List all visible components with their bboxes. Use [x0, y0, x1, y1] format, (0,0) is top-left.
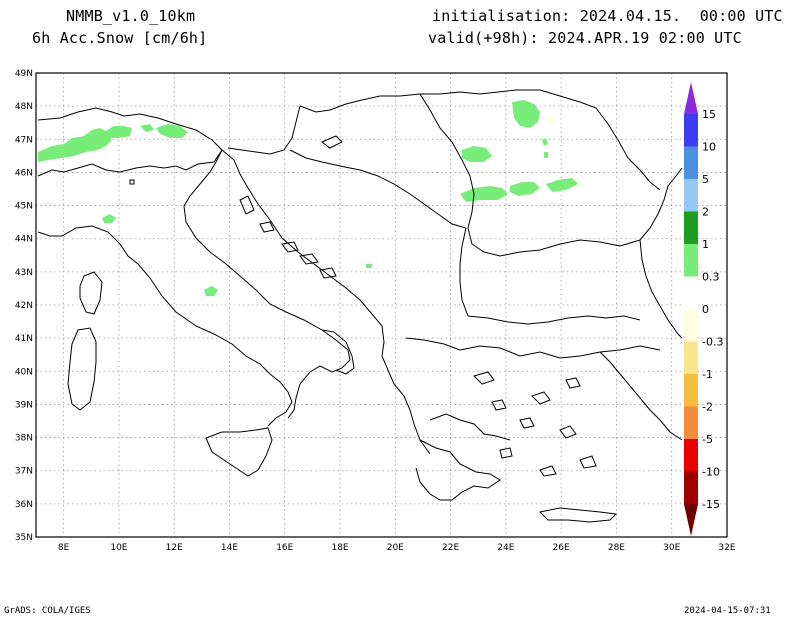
colorbar-label: 2	[702, 206, 709, 219]
snow-patch-alps-west	[38, 128, 112, 162]
colorbar: 15 10 5 2 1 0.3 0 -0.3 -1 -2 -5 -10 -15	[684, 82, 723, 536]
snow-patch-carpathians-south1	[460, 186, 508, 202]
map-frame	[35, 72, 728, 538]
lon-tick-label: 20E	[387, 543, 404, 553]
lon-tick-label: 16E	[276, 543, 293, 553]
colorbar-label: -1	[702, 368, 713, 381]
colorbar-segment	[684, 341, 698, 374]
colorbar-top-arrow	[684, 82, 698, 114]
colorbar-segment	[684, 244, 698, 277]
lat-tick-label: 49N	[15, 69, 33, 79]
snow-patch-corsica	[102, 214, 116, 223]
lat-tick-label: 35N	[15, 533, 33, 543]
colorbar-label: -0.3	[702, 336, 723, 349]
snow-patch-carpathians-mid	[462, 146, 492, 162]
colorbar-label: 1	[702, 238, 709, 251]
snow-patches	[38, 100, 578, 296]
colorbar-label: 15	[702, 108, 716, 121]
colorbar-segment	[684, 211, 698, 244]
snow-patch-carpathians-south3	[546, 178, 578, 192]
colorbar-bottom-arrow	[684, 504, 698, 536]
credit-text: GrADS: COLA/IGES	[4, 606, 91, 616]
colorbar-label: -10	[702, 466, 720, 479]
snow-patch-alps-small	[140, 124, 154, 132]
colorbar-segment	[684, 439, 698, 472]
footer-timestamp: 2024-04-15-07:31	[684, 606, 771, 616]
melt-patch-romania	[546, 116, 556, 126]
lat-tick-label: 37N	[15, 467, 33, 477]
model-title: NMMB_v1.0_10km	[66, 7, 196, 25]
lat-tick-label: 42N	[15, 301, 33, 311]
lat-tick-label: 39N	[15, 400, 33, 410]
lat-tick-label: 44N	[15, 235, 33, 245]
colorbar-segment	[684, 114, 698, 147]
lat-tick-label: 46N	[15, 168, 33, 178]
snow-patch-alps-east	[156, 124, 188, 138]
lat-tick-label: 38N	[15, 434, 33, 444]
snow-patch-dot1	[542, 138, 548, 146]
colorbar-label: 10	[702, 141, 716, 154]
snow-patch-carpathians-south2	[510, 182, 540, 196]
lon-tick-label: 10E	[110, 543, 127, 553]
snow-patch-dot3	[366, 264, 372, 268]
lon-tick-label: 22E	[442, 543, 459, 553]
colorbar-segment	[684, 374, 698, 407]
colorbar-label: -15	[702, 498, 720, 511]
lon-tick-label: 8E	[58, 543, 70, 553]
colorbar-segment	[684, 406, 698, 439]
valid-time: valid(+98h): 2024.APR.19 02:00 UTC	[428, 29, 742, 47]
lon-tick-label: 30E	[663, 543, 680, 553]
colorbar-segment	[684, 309, 698, 342]
lat-tick-label: 47N	[15, 135, 33, 145]
snow-patch-apennines	[204, 286, 218, 296]
lat-tick-label: 41N	[15, 334, 33, 344]
grid-lines	[36, 73, 727, 537]
colorbar-label: -5	[702, 433, 713, 446]
lon-tick-label: 12E	[166, 543, 183, 553]
lon-tick-label: 26E	[553, 543, 570, 553]
snow-patch-dot2	[544, 152, 548, 158]
colorbar-segment	[684, 276, 698, 309]
lon-tick-label: 14E	[221, 543, 238, 553]
lat-tick-label: 40N	[15, 367, 33, 377]
colorbar-segment	[684, 146, 698, 179]
snow-patch-alps-central	[104, 126, 132, 138]
lon-tick-label: 24E	[497, 543, 514, 553]
colorbar-label: 5	[702, 173, 709, 186]
lat-tick-label: 36N	[15, 500, 33, 510]
lat-tick-label: 48N	[15, 102, 33, 112]
coastlines-borders	[37, 89, 683, 523]
colorbar-segment	[684, 179, 698, 212]
lon-tick-label: 32E	[718, 543, 735, 553]
snow-patch-carpathians-north	[512, 100, 540, 128]
lat-labels: 49N 48N 47N 46N 45N 44N 43N 42N 41N 40N 39N 38N 37N 3…	[15, 69, 33, 543]
lon-labels: 8E 10E 12E 14E 16E 18E 20E 22E 24E 26E 28E 30E 32E	[58, 543, 736, 553]
field-title: 6h Acc.Snow [cm/6h]	[32, 29, 208, 47]
lon-tick-label: 28E	[608, 543, 625, 553]
lat-tick-label: 45N	[15, 202, 33, 212]
colorbar-label: -2	[702, 401, 713, 414]
lat-tick-label: 43N	[15, 268, 33, 278]
lon-tick-label: 18E	[331, 543, 348, 553]
colorbar-label: 0.3	[702, 271, 720, 284]
colorbar-segment	[684, 471, 698, 504]
colorbar-label: 0	[702, 303, 709, 316]
init-time: initialisation: 2024.04.15. 00:00 UTC	[432, 7, 783, 25]
